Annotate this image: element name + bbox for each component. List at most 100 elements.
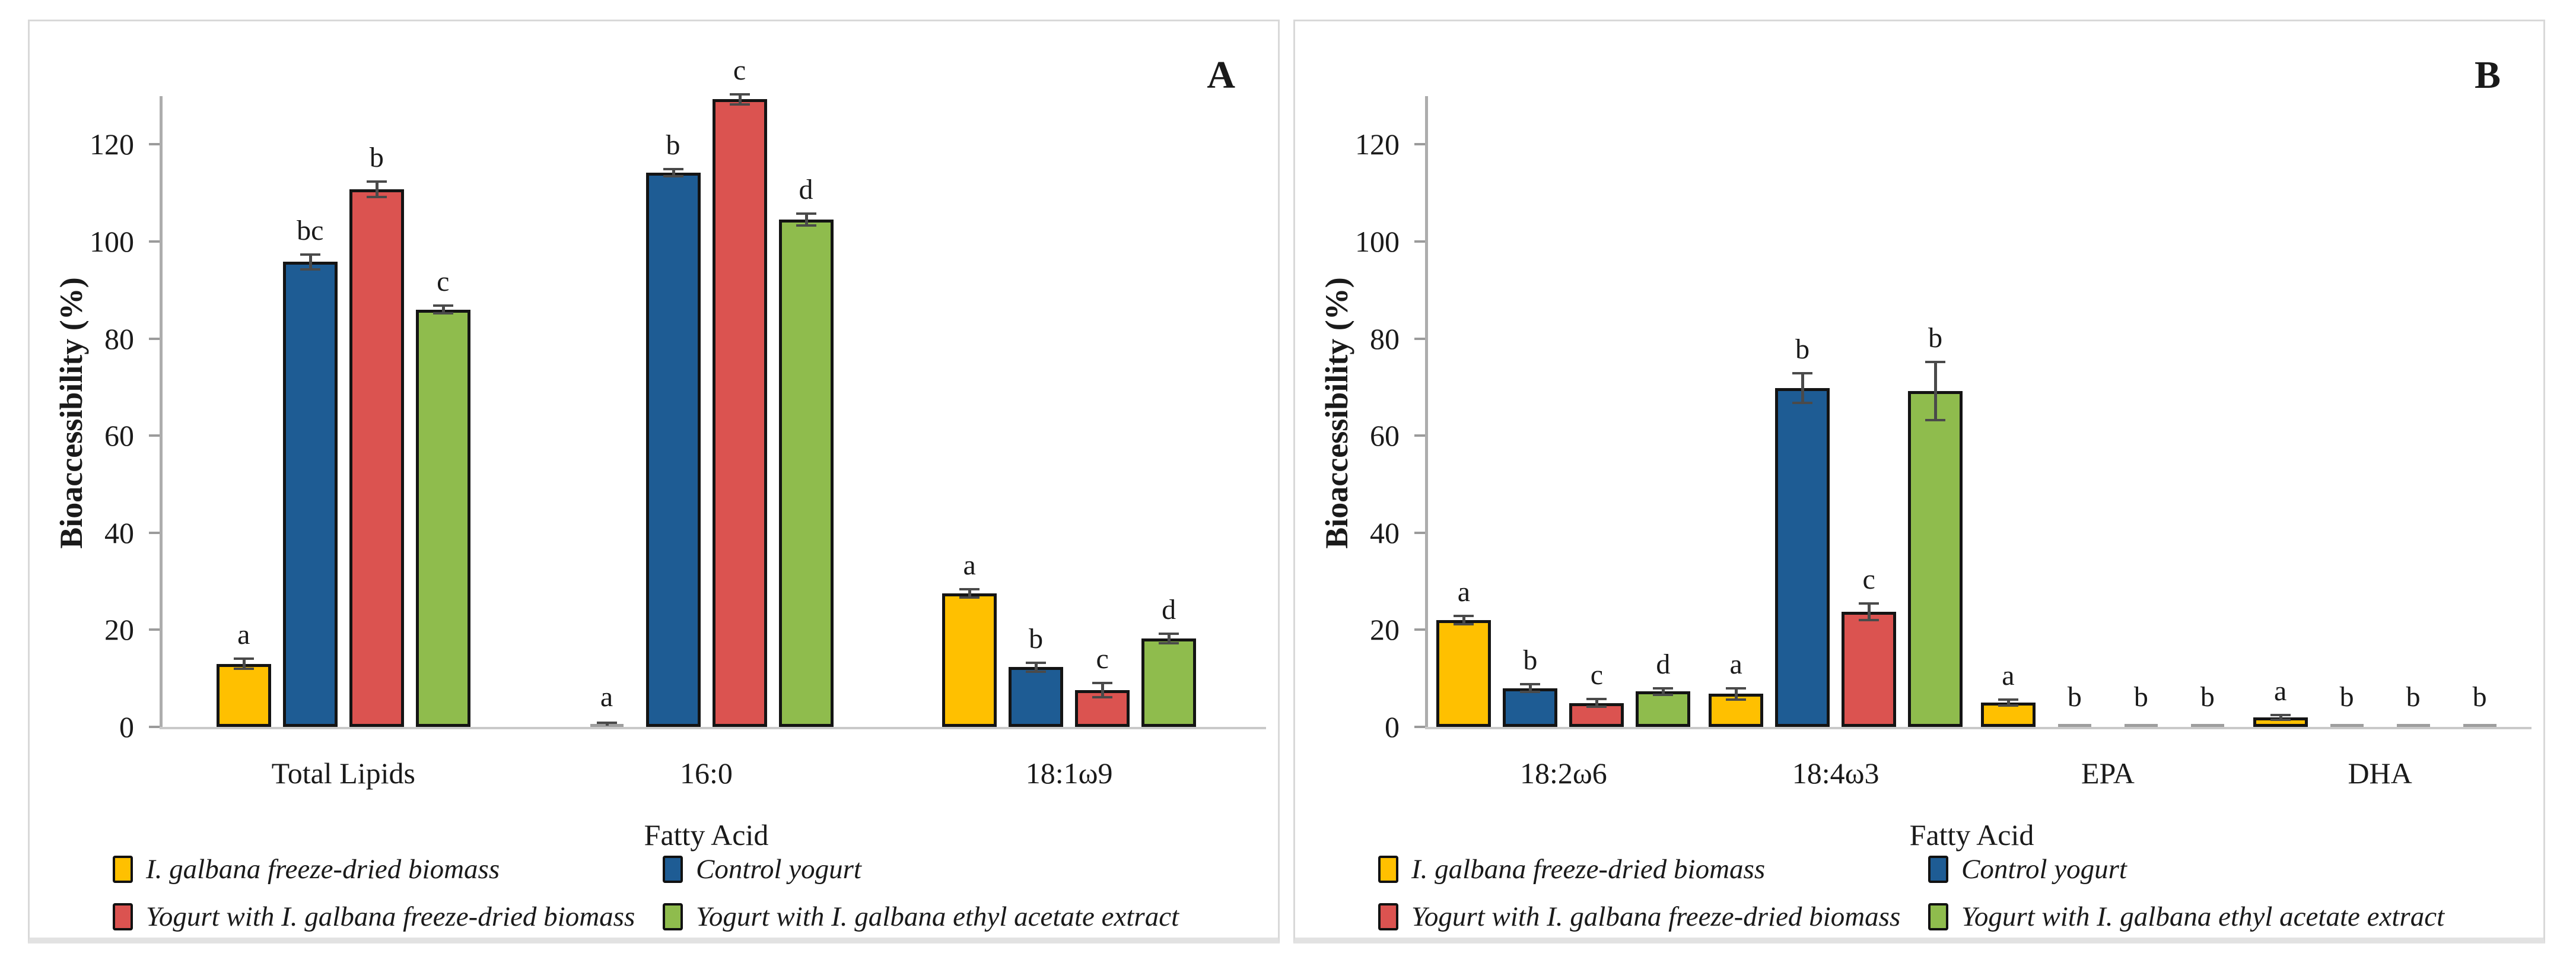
error-bar-cap — [1454, 614, 1474, 617]
legend-swatch — [1928, 903, 1948, 930]
legend-item: I. galbana freeze-dried biomass — [113, 853, 500, 885]
x-category-label: 16:0 — [680, 757, 733, 790]
significance-letter: c — [437, 265, 450, 297]
legend-swatch — [1378, 903, 1398, 930]
legend-swatch — [1378, 856, 1398, 883]
legend: I. galbana freeze-dried biomass Control y… — [30, 21, 1278, 938]
significance-letter: a — [1729, 648, 1742, 680]
significance-letter: b — [2133, 681, 2148, 713]
significance-letter: d — [1162, 593, 1176, 625]
significance-letter: c — [1096, 643, 1109, 675]
legend-item: Control yogurt — [1928, 853, 2127, 885]
error-bar — [1529, 684, 1532, 692]
legend-swatch — [1928, 856, 1948, 883]
error-bar — [375, 181, 379, 197]
y-axis-tick — [149, 337, 160, 340]
bar — [1908, 390, 1963, 727]
error-bar-cap — [1159, 632, 1179, 635]
error-bar-cap — [432, 312, 453, 315]
y-axis-tick — [1414, 726, 1425, 728]
error-bar-cap — [959, 596, 980, 599]
error-bar — [1735, 688, 1738, 700]
significance-letter: b — [2339, 681, 2354, 713]
error-bar — [968, 589, 972, 598]
y-axis-tick — [149, 240, 160, 243]
bar — [282, 262, 338, 727]
legend-label: I. galbana freeze-dried biomass — [1411, 854, 1766, 885]
error-bar-cap — [959, 587, 980, 590]
significance-letter: b — [1928, 322, 1943, 354]
significance-letter: c — [1590, 659, 1604, 691]
error-bar-cap — [1925, 360, 1946, 363]
error-bar-cap — [1925, 419, 1946, 422]
bar — [712, 99, 767, 727]
error-bar — [804, 214, 808, 225]
legend-swatch — [113, 856, 133, 883]
x-category-label: 18:1ω9 — [1025, 757, 1113, 790]
significance-letter: a — [237, 619, 250, 651]
y-axis-tick — [149, 628, 160, 631]
y-axis-line — [1425, 96, 1428, 728]
error-bar-cap — [729, 103, 750, 106]
error-bar — [1462, 615, 1466, 625]
error-bar-cap — [432, 304, 453, 307]
error-bar-cap — [300, 268, 320, 271]
significance-letter: d — [799, 174, 813, 206]
bar-near-zero — [2124, 724, 2158, 727]
significance-letter: b — [2200, 681, 2215, 713]
significance-letter: b — [666, 129, 680, 161]
bar — [1636, 691, 1691, 727]
y-axis-tick — [149, 434, 160, 437]
error-bar-cap — [1726, 687, 1747, 690]
error-bar-cap — [596, 722, 617, 725]
error-bar-cap — [1026, 670, 1047, 673]
significance-letter: b — [1029, 623, 1044, 655]
error-bar-cap — [1726, 698, 1747, 701]
x-axis-title: Fatty Acid — [644, 818, 769, 852]
x-category-label: DHA — [2348, 757, 2412, 790]
bar — [349, 189, 404, 727]
legend-swatch — [113, 903, 133, 930]
y-axis-tick-label: 20 — [1370, 613, 1400, 647]
bar — [645, 172, 701, 727]
y-axis-tick-label: 100 — [1355, 225, 1400, 258]
error-bar-cap — [1859, 602, 1879, 605]
legend-label: Yogurt with I. galbana ethyl acetate ext… — [696, 901, 1179, 932]
significance-letter: a — [2273, 675, 2287, 707]
y-axis-tick-label: 40 — [104, 516, 134, 549]
x-category-label: 18:2ω6 — [1519, 757, 1607, 790]
error-bar-cap — [366, 180, 387, 183]
significance-letter: c — [733, 55, 746, 87]
significance-letter: a — [600, 681, 613, 713]
bar-near-zero — [2190, 724, 2224, 727]
error-bar-cap — [1586, 698, 1607, 701]
error-bar-cap — [1520, 683, 1541, 686]
y-axis-tick — [1414, 240, 1425, 243]
legend-label: I. galbana freeze-dried biomass — [146, 854, 500, 885]
x-axis-line — [1425, 727, 2532, 729]
legend-item: Control yogurt — [663, 853, 861, 885]
legend: I. galbana freeze-dried biomass Control y… — [1295, 21, 2543, 938]
error-bar — [309, 255, 312, 269]
error-bar — [1662, 688, 1665, 695]
y-axis-tick-label: 20 — [104, 613, 134, 647]
error-bar — [1168, 633, 1171, 644]
error-bar-cap — [233, 667, 254, 670]
error-bar — [242, 659, 246, 669]
error-bar-cap — [2270, 713, 2291, 716]
error-bar-cap — [1792, 372, 1813, 375]
panel-label-b: B — [2474, 53, 2501, 97]
bar — [415, 309, 470, 727]
error-bar-cap — [663, 168, 683, 171]
significance-letter: b — [1795, 333, 1810, 366]
significance-letter: b — [2067, 681, 2082, 713]
error-bar-cap — [1454, 623, 1474, 626]
legend-item: Yogurt with I. galbana freeze-dried biom… — [1378, 901, 1900, 933]
y-axis-tick-label: 120 — [1355, 128, 1400, 161]
significance-letter: a — [1457, 576, 1471, 608]
error-bar — [1035, 663, 1038, 672]
x-axis-title: Fatty Acid — [1909, 818, 2034, 852]
error-bar-cap — [1653, 687, 1674, 690]
bar — [942, 593, 997, 727]
